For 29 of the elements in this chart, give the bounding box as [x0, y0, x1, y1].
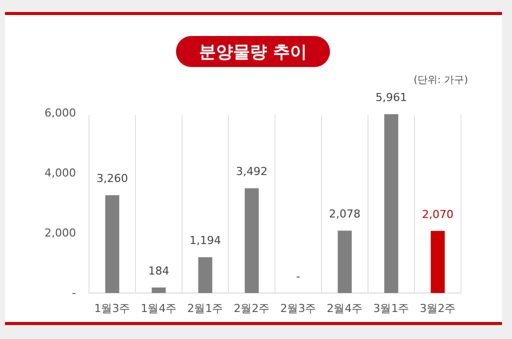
data-label: 184 — [148, 264, 170, 278]
x-tick-label: 2월3주 — [280, 302, 316, 315]
x-tick-label: 3월2주 — [420, 302, 456, 315]
x-tick-label: 1월4주 — [140, 302, 177, 315]
y-tick-label: 6,000 — [44, 106, 76, 120]
y-tick-label: - — [72, 286, 76, 300]
data-label: 2,070 — [422, 208, 454, 221]
y-tick-label: 2,000 — [44, 226, 76, 240]
data-label: 3,492 — [236, 165, 268, 178]
data-label: 2,078 — [329, 208, 360, 221]
bar — [430, 230, 445, 293]
x-tick-label: 2월2주 — [234, 302, 270, 315]
data-label: 1,194 — [190, 234, 221, 248]
data-label: 3,260 — [96, 172, 128, 186]
data-label: - — [296, 270, 300, 283]
x-tick-label: 1월3주 — [94, 302, 130, 315]
bar — [105, 195, 120, 293]
bar — [384, 114, 398, 293]
data-label: 5,961 — [376, 91, 407, 104]
x-tick-label: 2월1주 — [187, 302, 224, 315]
y-tick-label: 4,000 — [44, 166, 76, 180]
bar — [338, 230, 352, 293]
bar — [152, 287, 166, 293]
x-tick-label: 2월4주 — [326, 302, 363, 315]
text: (단위: 가구) — [414, 75, 468, 86]
bar — [198, 257, 212, 293]
x-tick-label: 3월1주 — [373, 302, 410, 315]
bar — [244, 188, 259, 293]
chart-title: 분양물량 추이 — [199, 42, 307, 62]
